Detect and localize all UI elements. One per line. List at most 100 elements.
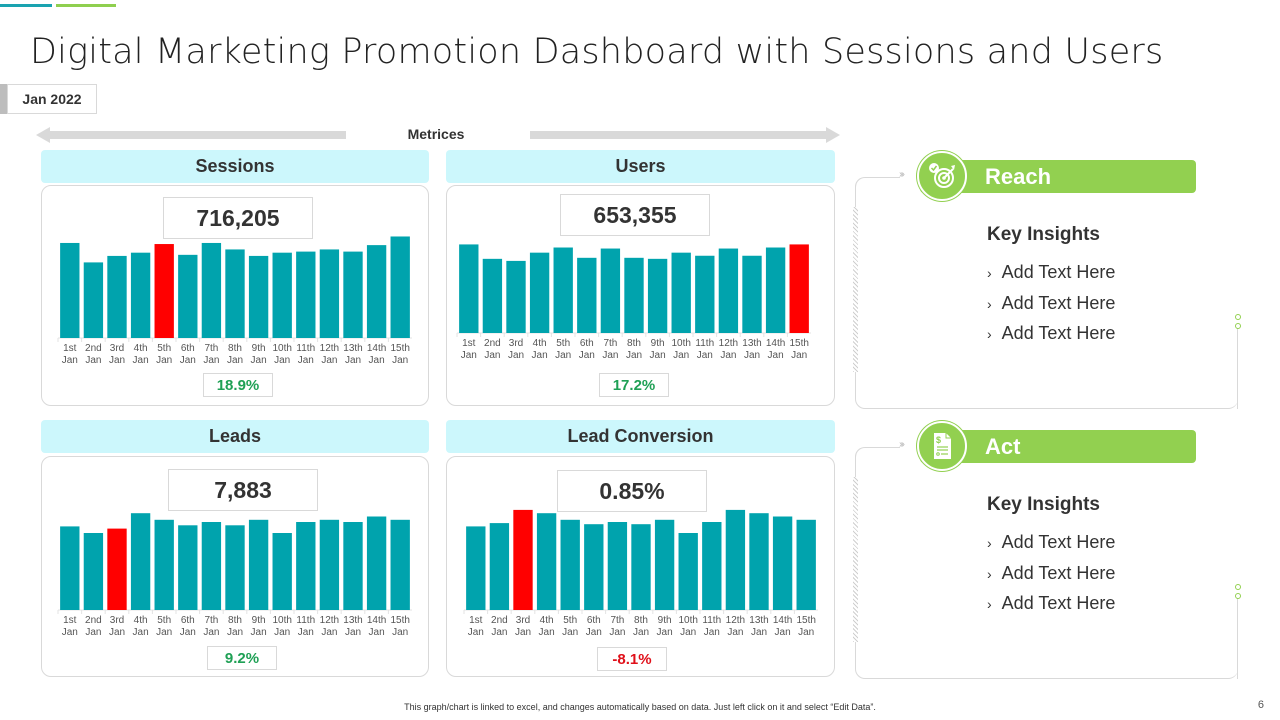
bar-3[interactable] (506, 260, 526, 333)
bar-6[interactable] (178, 254, 198, 338)
insight-text: Add Text Here (1001, 323, 1116, 343)
x-tick-label: Jan (727, 627, 743, 638)
bar-15[interactable] (796, 519, 816, 610)
bar-5[interactable] (553, 247, 573, 333)
bar-15[interactable] (390, 236, 410, 338)
insight-text: Add Text Here (1001, 563, 1116, 583)
x-tick-label: Jan (85, 355, 101, 366)
bar-6[interactable] (577, 257, 597, 333)
x-tick-label: Jan (298, 355, 314, 366)
bar-4[interactable] (130, 513, 151, 610)
bar-14[interactable] (366, 516, 387, 611)
bar-13[interactable] (742, 255, 762, 333)
x-tick-label: 9th (252, 615, 266, 626)
bar-5[interactable] (154, 519, 174, 610)
bar-13[interactable] (343, 251, 363, 338)
bar-11[interactable] (296, 522, 316, 610)
hatch-decoration (853, 477, 858, 642)
bar-12[interactable] (725, 509, 746, 610)
bar-5[interactable] (560, 519, 580, 610)
bar-15[interactable] (789, 244, 809, 333)
bar-7[interactable] (607, 522, 628, 610)
bar-9[interactable] (647, 258, 668, 333)
x-tick-label: 2nd (491, 615, 508, 626)
act-insight-item: › Add Text Here (987, 532, 1115, 553)
bar-15[interactable] (390, 519, 410, 610)
bar-10[interactable] (671, 252, 691, 333)
bar-13[interactable] (749, 513, 769, 610)
bar-9[interactable] (248, 255, 269, 338)
bar-13[interactable] (343, 522, 363, 610)
bar-12[interactable] (718, 248, 739, 333)
x-tick-label: Jan (468, 627, 484, 638)
bar-2[interactable] (482, 258, 503, 333)
x-tick-label: Jan (586, 627, 602, 638)
x-tick-label: Jan (673, 350, 689, 361)
bar-4[interactable] (529, 252, 550, 333)
bar-11[interactable] (695, 255, 715, 333)
bar-3[interactable] (107, 528, 127, 610)
x-tick-label: 14th (367, 615, 386, 626)
metrices-label: Metrices (407, 126, 465, 142)
sessions-chart[interactable]: 1stJan2ndJan3rdJan4thJan5thJan6thJan7thJ… (57, 230, 412, 372)
x-tick-label: 8th (228, 343, 242, 354)
x-tick-label: 5th (157, 343, 171, 354)
bar-2[interactable] (83, 533, 104, 610)
bar-8[interactable] (631, 524, 651, 610)
bar-10[interactable] (272, 533, 292, 610)
bar-1[interactable] (60, 526, 80, 610)
bar-1[interactable] (466, 526, 486, 610)
x-tick-label: 1st (469, 615, 483, 626)
reach-insights-title: Key Insights (987, 224, 1100, 245)
x-tick-label: 2nd (484, 338, 501, 349)
x-tick-label: 1st (462, 338, 476, 349)
bar-8[interactable] (624, 257, 644, 333)
bar-2[interactable] (83, 262, 104, 338)
act-panel: ››› $ Act Key Insights › Add Text Here › A… (853, 421, 1241, 679)
act-title: Act (985, 434, 1021, 459)
x-tick-label: 8th (627, 338, 641, 349)
leads-chart[interactable]: 1stJan2ndJan3rdJan4thJan5thJan6thJan7thJ… (57, 500, 412, 644)
bar-4[interactable] (130, 252, 151, 338)
lead-conversion-chart[interactable]: 1stJan2ndJan3rdJan4thJan5thJan6thJan7thJ… (463, 500, 818, 644)
x-tick-label: 13th (343, 615, 362, 626)
bar-5[interactable] (154, 244, 174, 338)
x-tick-label: 9th (651, 338, 665, 349)
bar-10[interactable] (678, 533, 698, 610)
x-tick-label: 3rd (509, 338, 523, 349)
x-tick-label: 10th (272, 343, 291, 354)
x-tick-label: 7th (204, 615, 218, 626)
accent-line-green (56, 4, 116, 7)
bar-6[interactable] (584, 524, 604, 610)
bar-11[interactable] (702, 522, 722, 610)
bar-11[interactable] (296, 251, 316, 338)
bar-8[interactable] (225, 249, 245, 338)
x-tick-label: Jan (744, 350, 760, 361)
bar-10[interactable] (272, 252, 292, 338)
bar-8[interactable] (225, 525, 245, 610)
bar-7[interactable] (201, 522, 222, 610)
bar-9[interactable] (248, 519, 269, 610)
users-chart[interactable]: 1stJan2ndJan3rdJan4thJan5thJan6thJan7thJ… (456, 230, 811, 367)
bar-6[interactable] (178, 525, 198, 610)
bar-12[interactable] (319, 249, 340, 338)
x-tick-label: 13th (343, 343, 362, 354)
bar-4[interactable] (536, 513, 557, 610)
x-tick-label: 5th (556, 338, 570, 349)
bar-7[interactable] (201, 242, 222, 338)
bar-14[interactable] (366, 245, 387, 338)
bar-1[interactable] (60, 242, 80, 338)
x-tick-label: 14th (367, 343, 386, 354)
bar-12[interactable] (319, 519, 340, 610)
x-tick-label: Jan (609, 627, 625, 638)
bar-14[interactable] (772, 516, 793, 611)
bar-3[interactable] (107, 255, 127, 338)
bar-1[interactable] (459, 244, 479, 333)
bar-3[interactable] (513, 509, 533, 610)
x-tick-label: Jan (298, 627, 314, 638)
bar-2[interactable] (489, 523, 510, 610)
bar-7[interactable] (600, 248, 621, 333)
bar-14[interactable] (765, 247, 786, 333)
x-tick-label: Jan (650, 350, 666, 361)
bar-9[interactable] (654, 519, 675, 610)
